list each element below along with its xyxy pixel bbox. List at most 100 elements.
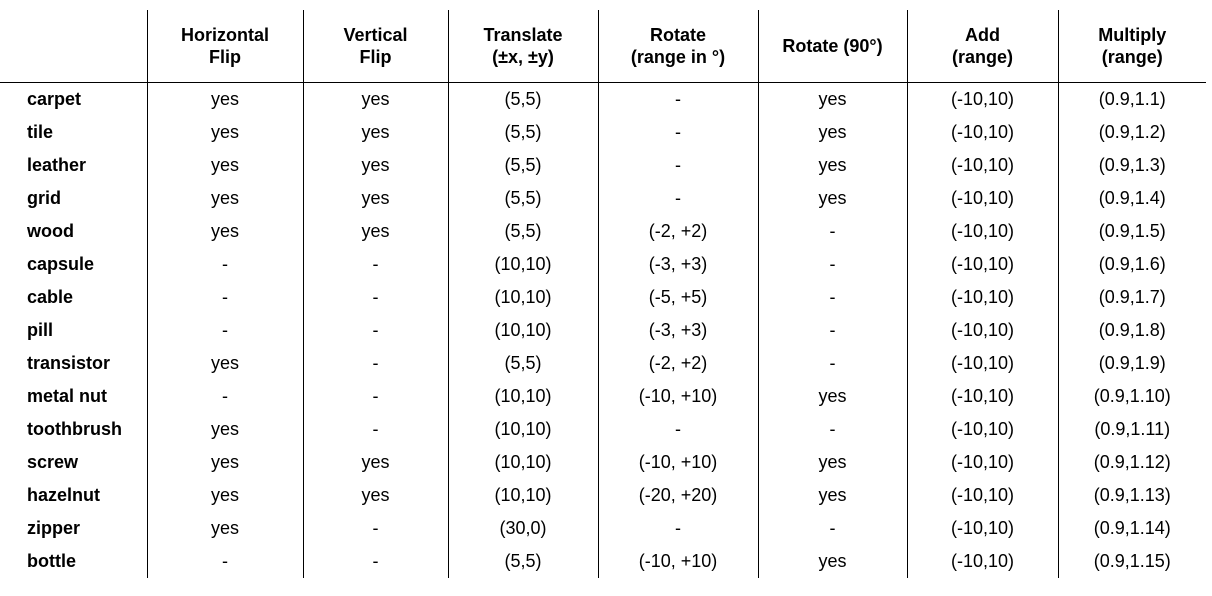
table-row: screw yes yes (10,10) (-10, +10) yes (-10,10)(… [0, 446, 1206, 479]
cell: (-10,10) [906, 182, 1058, 215]
cell: - [302, 314, 448, 347]
row-name: screw [27, 452, 79, 472]
cell: (5,5) [447, 347, 598, 380]
cell: yes [757, 149, 907, 182]
cell: - [146, 545, 303, 578]
table-row: capsule - - (10,10) (-3, +3) - (-10,10) (0.9,1.… [0, 248, 1206, 281]
header-line: Multiply [1098, 25, 1167, 45]
row-name: carpet [27, 89, 82, 109]
column-header: Translate (±x, ±y) [447, 10, 598, 83]
cell: - [302, 380, 448, 413]
cell: - [597, 413, 758, 446]
cell: (0.9,1.4) [1057, 182, 1206, 215]
table-row: bottle - - (5,5) (-10, +10) yes (-10,10) (0.9,1… [0, 545, 1206, 578]
cell: - [757, 248, 907, 281]
header-line: Translate [483, 25, 563, 45]
column-header: Rotate (90°) [757, 10, 907, 83]
cell: (-3, +3) [597, 314, 758, 347]
table-row: leather yes yes (5,5) - yes (-10,10) (0.9,1.3) [0, 149, 1206, 182]
cell: (-10,10) [906, 446, 1058, 479]
cell: (0.9,1.13) [1057, 479, 1206, 512]
cell: (10,10) [447, 248, 598, 281]
row-name: metal nut [27, 386, 108, 406]
cell: (5,5) [447, 182, 598, 215]
cell: (-10, +10) [597, 545, 758, 578]
cell: - [302, 512, 448, 545]
row-name: zipper [27, 518, 81, 538]
table-row: grid yes yes (5,5) - yes (-10,10) (0.9,1.4) [0, 182, 1206, 215]
cell: (-10,10) [906, 512, 1058, 545]
table-row: hazelnut yes yes (10,10) (-20, +20) yes (-10,1… [0, 479, 1206, 512]
cell: (0.9,1.12) [1057, 446, 1206, 479]
cell: (5,5) [447, 149, 598, 182]
cell: (-10,10) [906, 479, 1058, 512]
column-header: Horizontal Flip [146, 10, 303, 83]
cell: yes [146, 446, 303, 479]
corner [0, 10, 147, 83]
cell: (5,5) [447, 545, 598, 578]
cell: - [757, 215, 907, 248]
cell: (10,10) [447, 314, 598, 347]
table-row: wood yes yes (5,5) (-2, +2) - (-10,10) (0.9,1.5… [0, 215, 1206, 248]
table-row: tile yes yes (5,5) - yes (-10,10) (0.9,1.2) [0, 116, 1206, 149]
column-header: Add (range) [906, 10, 1058, 83]
cell: - [597, 182, 758, 215]
cell: - [146, 281, 303, 314]
cell: yes [757, 380, 907, 413]
cell: yes [302, 479, 448, 512]
row-name: toothbrush [27, 419, 122, 439]
cell: (5,5) [447, 82, 598, 116]
cell: yes [302, 446, 448, 479]
cell: (0.9,1.3) [1057, 149, 1206, 182]
cell: - [757, 281, 907, 314]
table-row: cable - - (10,10) (-5, +5) - (-10,10) (0.9,1.7) [0, 281, 1206, 314]
cell: yes [302, 82, 448, 116]
header-line: Flip [209, 47, 241, 67]
cell: yes [757, 82, 907, 116]
header-line: Add [965, 25, 1000, 45]
cell: (-2, +2) [597, 215, 758, 248]
header-line: Horizontal [181, 25, 269, 45]
cell: (-5, +5) [597, 281, 758, 314]
cell: (30,0) [447, 512, 598, 545]
cell: (-2, +2) [597, 347, 758, 380]
cell: - [597, 149, 758, 182]
cell: - [597, 82, 758, 116]
cell: - [757, 314, 907, 347]
cell: - [146, 314, 303, 347]
row-name: tile [27, 122, 54, 142]
row-name: capsule [27, 254, 95, 274]
cell: (-10,10) [906, 314, 1058, 347]
cell: (0.9,1.10) [1057, 380, 1206, 413]
cell: yes [146, 82, 303, 116]
cell: - [757, 413, 907, 446]
table-row: carpet yes yes (5,5) - yes (-10,10) (0.9,1.1) [0, 82, 1206, 116]
cell: (-20, +20) [597, 479, 758, 512]
cell: yes [757, 182, 907, 215]
cell: (0.9,1.1) [1057, 82, 1206, 116]
cell: (0.9,1.11) [1057, 413, 1206, 446]
cell: (-10,10) [906, 347, 1058, 380]
cell: yes [146, 215, 303, 248]
cell: yes [146, 512, 303, 545]
cell: yes [757, 545, 907, 578]
cell: - [597, 512, 758, 545]
cell: (0.9,1.9) [1057, 347, 1206, 380]
cell: - [302, 281, 448, 314]
header-line: Rotate [649, 25, 706, 45]
row-name: pill [27, 320, 53, 340]
cell: (-10,10) [906, 545, 1058, 578]
augmentation-table: Horizontal Flip Vertical Flip Translate (±x, … [0, 10, 1206, 578]
header-line: Flip [359, 47, 392, 67]
cell: yes [757, 116, 907, 149]
cell: - [146, 380, 303, 413]
cell: yes [146, 413, 303, 446]
cell: (5,5) [447, 116, 598, 149]
cell: (0.9,1.8) [1057, 314, 1206, 347]
cell: yes [302, 215, 448, 248]
cell: - [757, 347, 907, 380]
cell: yes [146, 479, 303, 512]
cell: (0.9,1.14) [1057, 512, 1206, 545]
row-name: cable [27, 287, 74, 307]
header-line: (range) [1101, 47, 1163, 67]
